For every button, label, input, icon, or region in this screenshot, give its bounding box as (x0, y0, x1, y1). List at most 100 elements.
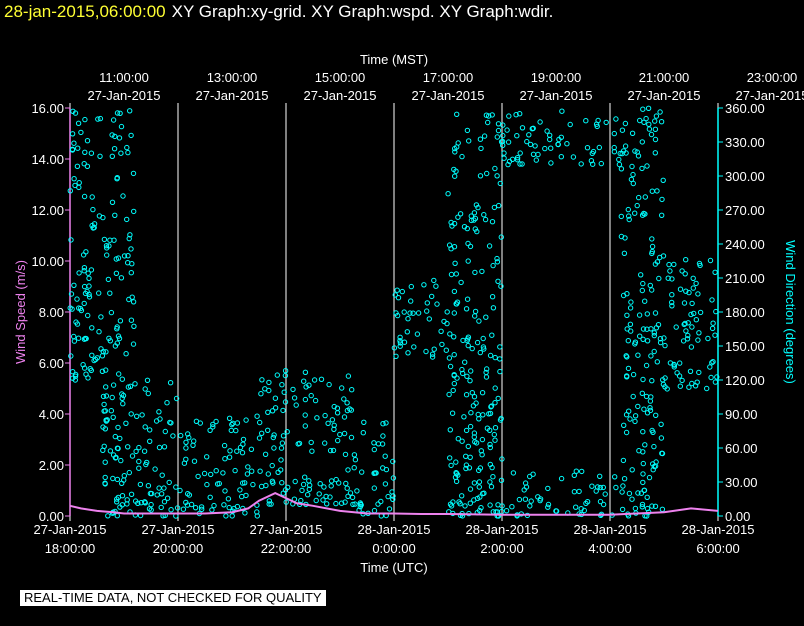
wdir-point (448, 271, 455, 278)
wdir-point (302, 396, 309, 403)
wdir-point (334, 410, 341, 416)
wdir-point (470, 403, 477, 409)
wdir-point (410, 310, 416, 316)
wdir-point (504, 127, 510, 133)
wdir-point (292, 478, 298, 485)
wdir-point (390, 458, 396, 465)
wdir-point (578, 506, 584, 512)
wdir-point (509, 156, 516, 163)
top-tick-time: 19:00:00 (531, 70, 582, 85)
wdir-point (639, 504, 645, 510)
wdir-point (117, 435, 123, 442)
wdir-point (652, 126, 659, 133)
wdir-point (635, 352, 641, 358)
wdir-point (496, 202, 502, 209)
wdir-point (646, 121, 652, 128)
wdir-point (666, 261, 672, 268)
wdir-point (481, 346, 487, 352)
wdir-point (142, 386, 148, 392)
wdir-point (499, 456, 505, 462)
wdir-point (293, 402, 299, 408)
wdir-point (391, 345, 398, 351)
wdir-point (469, 345, 475, 352)
wdir-point (318, 376, 325, 382)
wdir-point (709, 325, 716, 332)
wdir-point (537, 119, 543, 125)
wdir-point (74, 296, 80, 302)
bottom-axis-label: Time (UTC) (360, 560, 427, 575)
wdir-point (558, 154, 564, 160)
wdir-point (393, 353, 399, 359)
wdir-point (640, 429, 646, 435)
wdir-point (101, 401, 107, 408)
wdir-point (626, 490, 633, 497)
wdir-point (237, 444, 244, 451)
wdir-point (648, 353, 654, 359)
wdir-point (471, 480, 478, 486)
wdir-point (708, 374, 714, 381)
wdir-point (621, 422, 627, 428)
wdir-point (487, 352, 494, 359)
wdir-point (656, 275, 662, 282)
wdir-point (70, 369, 76, 375)
wdir-point (624, 291, 630, 297)
wspd-line (69, 491, 719, 516)
wdir-point (503, 508, 510, 514)
wdir-point (501, 155, 507, 161)
wdir-point (484, 366, 490, 372)
wdir-point (269, 462, 275, 469)
wdir-point (329, 417, 336, 423)
wdir-point (145, 390, 152, 397)
wdir-point (341, 396, 347, 402)
wdir-point (649, 188, 655, 194)
wdir-point (397, 334, 403, 340)
bottom-tick-time: 6:00:00 (696, 541, 739, 556)
wdir-point (81, 336, 88, 342)
wdir-point (644, 326, 650, 332)
wdir-point (270, 480, 276, 486)
wdir-point (426, 316, 432, 322)
wdir-point (185, 431, 191, 437)
wdir-point (265, 471, 271, 477)
wdir-point (162, 428, 169, 435)
wdir-point (259, 377, 265, 383)
wdir-point (326, 381, 332, 388)
wdir-point (453, 271, 459, 277)
wdir-point (119, 480, 125, 486)
wdir-point (647, 282, 653, 289)
wdir-point (109, 199, 116, 206)
wdir-point (664, 386, 670, 392)
bottom-tick-date: 28-Jan-2015 (358, 522, 431, 537)
wdir-point (186, 492, 193, 498)
wdir-point (461, 414, 467, 420)
wdir-point (69, 306, 75, 312)
wdir-point (495, 121, 502, 127)
wdir-point (548, 160, 554, 166)
wdir-point (695, 291, 701, 297)
wdir-point (431, 277, 437, 284)
wdir-point (424, 308, 430, 314)
wdir-point (322, 412, 328, 419)
wdir-point (113, 256, 120, 262)
wdir-point (110, 117, 117, 123)
wdir-point (99, 368, 106, 374)
wdir-point (634, 202, 640, 209)
wdir-point (429, 351, 436, 357)
wdir-point (139, 412, 145, 418)
wdir-point (147, 427, 153, 433)
wdir-point (195, 473, 201, 480)
wdir-point (385, 493, 391, 500)
bottom-tick-time: 4:00:00 (588, 541, 631, 556)
wdir-point (88, 150, 95, 156)
wdir-point (454, 111, 460, 118)
wdir-point (457, 211, 464, 217)
wdir-point (688, 344, 695, 350)
wdir-point (348, 434, 355, 441)
wdir-point (300, 481, 307, 488)
wdir-point (632, 418, 638, 425)
wdir-point (655, 322, 662, 328)
wdir-point (81, 283, 88, 290)
top-tick-time: 11:00:00 (99, 70, 149, 85)
wdir-point (168, 420, 174, 426)
wdir-point (371, 440, 377, 446)
